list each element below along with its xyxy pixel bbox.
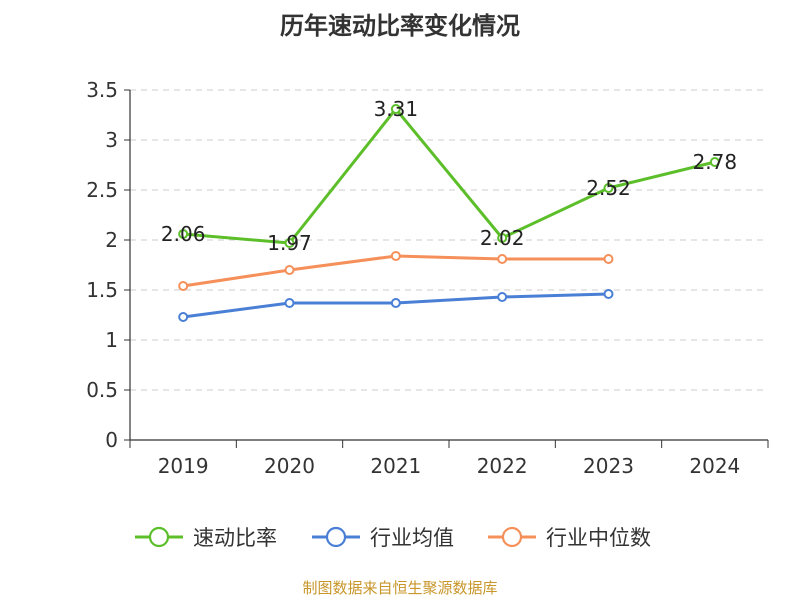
legend-swatch-marker	[148, 526, 170, 548]
x-tick-label: 2023	[583, 454, 634, 478]
x-tick-label: 2021	[370, 454, 421, 478]
legend-swatch-marker	[501, 526, 523, 548]
source-note: 制图数据来自恒生聚源数据库	[302, 579, 497, 597]
legend-label: 行业均值	[370, 526, 454, 550]
y-tick-label: 1.5	[86, 278, 118, 302]
data-point	[603, 289, 614, 299]
y-tick-label: 0	[105, 428, 118, 452]
chart-title: 历年速动比率变化情况	[280, 12, 520, 40]
x-tick-label: 2019	[158, 454, 209, 478]
data-point	[603, 254, 614, 264]
data-label: 2.52	[586, 176, 631, 200]
x-tick-label: 2022	[477, 454, 528, 478]
grid-lines	[130, 89, 768, 391]
data-point	[390, 104, 401, 114]
y-tick-label: 1	[105, 328, 118, 352]
data-labels: 2.06 1.97 3.31 2.02 2.52 2.78	[161, 97, 737, 255]
data-label: 2.02	[480, 226, 525, 250]
y-tick-label: 2	[105, 228, 118, 252]
data-point	[603, 183, 614, 193]
y-tick-label: 0.5	[86, 378, 118, 402]
data-point	[178, 229, 189, 239]
axes: 0 0.5 1 1.5 2 2.5 3 3.5 2019 2020 2021 2022 2023 2024	[86, 78, 769, 478]
x-tick-label: 2020	[264, 454, 315, 478]
x-tick-label: 2024	[689, 454, 740, 478]
data-point	[497, 254, 508, 264]
legend-swatch-marker	[325, 526, 347, 548]
data-point	[284, 298, 295, 308]
legend-label: 速动比率	[193, 526, 277, 550]
legend-item: 行业均值	[312, 526, 454, 550]
legend-label: 行业中位数	[546, 526, 651, 550]
data-label: 1.97	[267, 231, 312, 255]
data-label: 2.78	[693, 150, 738, 174]
y-tick-label: 3.5	[86, 78, 118, 102]
y-tick-label: 3	[105, 128, 118, 152]
data-point	[497, 292, 508, 302]
data-label: 2.06	[161, 222, 206, 246]
data-point	[390, 251, 401, 261]
legend-item: 速动比率	[135, 526, 277, 550]
data-point	[497, 233, 508, 243]
data-point	[178, 312, 189, 322]
series-line	[183, 107, 716, 245]
data-point	[284, 265, 295, 275]
series-layer	[178, 104, 720, 322]
data-point	[390, 298, 401, 308]
legend: 速动比率 行业均值 行业中位数	[135, 526, 651, 550]
data-label: 3.31	[374, 97, 419, 121]
legend-item: 行业中位数	[488, 526, 651, 550]
data-point	[284, 238, 295, 248]
data-point	[178, 281, 189, 291]
y-tick-label: 2.5	[86, 178, 118, 202]
data-point	[709, 157, 720, 167]
